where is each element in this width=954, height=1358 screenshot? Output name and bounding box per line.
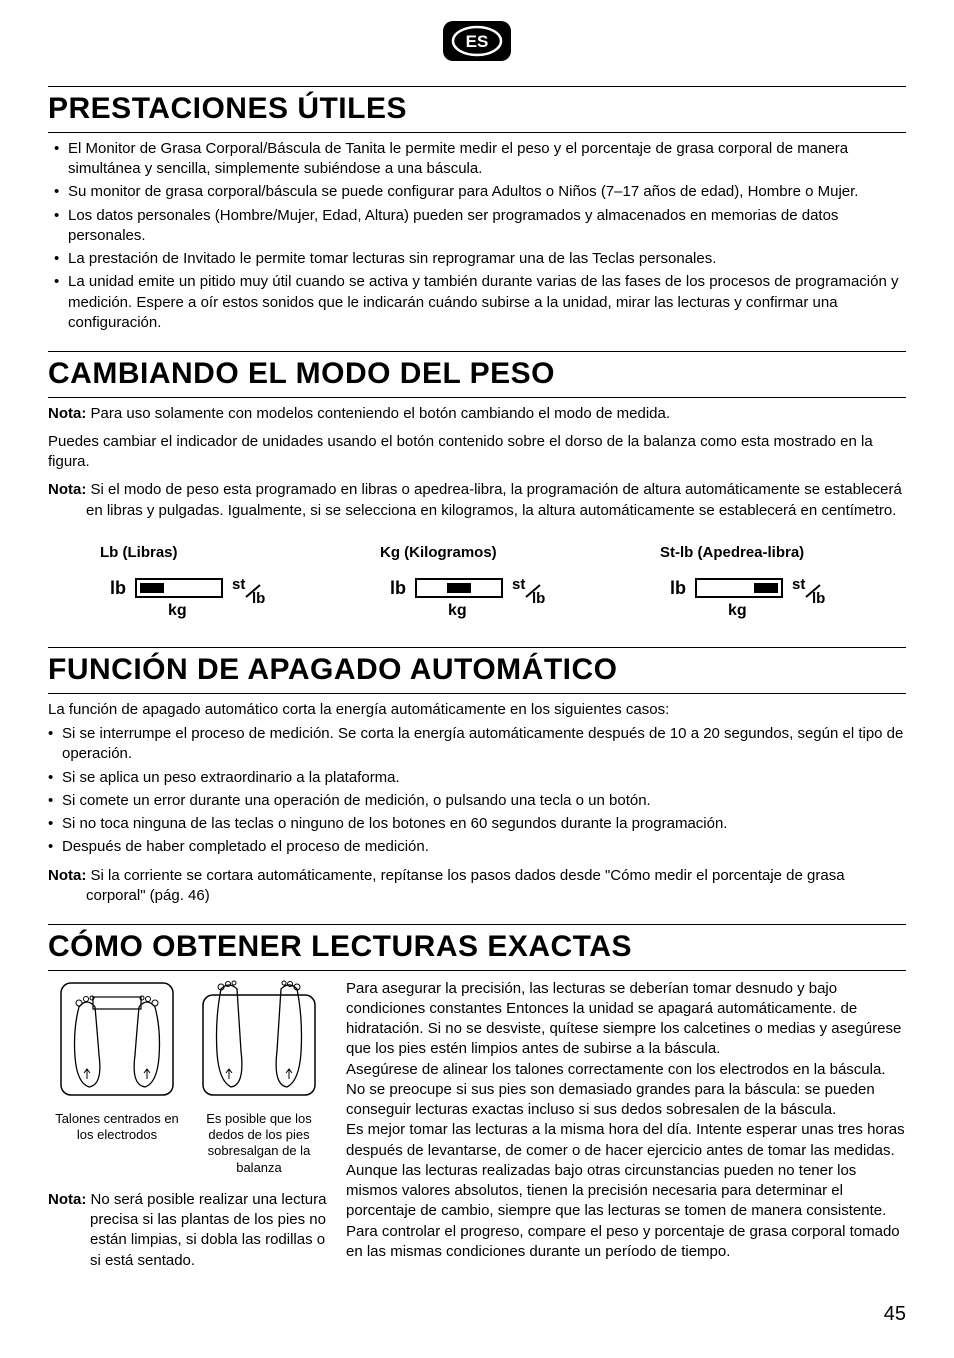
note-text: Si la corriente se cortara automáticamen…: [86, 867, 845, 904]
es-badge-icon: ES: [442, 20, 512, 62]
svg-text:st: st: [792, 576, 805, 593]
switch-label: Lb (Libras): [100, 543, 330, 563]
note-line: Nota: No será posible realizar una lectu…: [48, 1190, 328, 1271]
switch-diagram-lb: lb kg st lb: [100, 569, 280, 623]
foot-diagram-overhang: Es posible que los dedos de los pies sob…: [195, 979, 323, 1176]
readings-left-col: Talones centrados en los electrodos Es p…: [48, 979, 328, 1271]
switch-label: St-lb (Apedrea-libra): [660, 543, 890, 563]
note-text: No será posible realizar una lectura pre…: [86, 1191, 326, 1269]
svg-text:lb: lb: [390, 578, 406, 598]
foot-caption: Es posible que los dedos de los pies sob…: [195, 1111, 323, 1176]
list-item: Si comete un error durante una operación…: [48, 791, 906, 811]
svg-text:lb: lb: [812, 590, 825, 607]
note-line: Nota: Si la corriente se cortara automát…: [48, 866, 906, 907]
page-number: 45: [48, 1301, 906, 1328]
list-item: La prestación de Invitado le permite tom…: [54, 249, 906, 269]
language-badge: ES: [48, 20, 906, 68]
note-text: Si el modo de peso esta programado en li…: [86, 481, 902, 518]
note-line: Nota: Si el modo de peso esta programado…: [48, 480, 906, 521]
readings-layout: Talones centrados en los electrodos Es p…: [48, 979, 906, 1271]
svg-text:kg: kg: [168, 602, 187, 619]
switch-kg: Kg (Kilogramos) lb kg st lb: [380, 543, 610, 630]
heading-cambiando: CAMBIANDO EL MODO DEL PESO: [48, 351, 906, 398]
note-line: Nota: Para uso solamente con modelos con…: [48, 404, 906, 424]
svg-text:lb: lb: [252, 590, 265, 607]
para: Es mejor tomar las lecturas a la misma h…: [346, 1120, 906, 1262]
switch-lb: Lb (Libras) lb kg st lb: [100, 543, 330, 630]
feet-overhang-icon: [199, 979, 319, 1099]
heading-prestaciones: PRESTACIONES ÚTILES: [48, 86, 906, 133]
list-apagado: Si se interrumpe el proceso de medición.…: [48, 724, 906, 858]
list-prestaciones: El Monitor de Grasa Corporal/Báscula de …: [48, 139, 906, 333]
foot-caption: Talones centrados en los electrodos: [53, 1111, 181, 1144]
svg-text:st: st: [232, 576, 245, 593]
foot-diagram-centered: Talones centrados en los electrodos: [53, 979, 181, 1176]
note-label: Nota:: [48, 405, 86, 422]
heading-lecturas: CÓMO OBTENER LECTURAS EXACTAS: [48, 924, 906, 971]
list-item: Su monitor de grasa corporal/báscula se …: [54, 182, 906, 202]
list-item: La unidad emite un pitido muy útil cuand…: [54, 272, 906, 333]
note-label: Nota:: [48, 867, 86, 884]
svg-text:kg: kg: [728, 602, 747, 619]
note-label: Nota:: [48, 481, 86, 498]
svg-text:kg: kg: [448, 602, 467, 619]
list-item: Los datos personales (Hombre/Mujer, Edad…: [54, 206, 906, 247]
svg-text:lb: lb: [670, 578, 686, 598]
list-item: Si se interrumpe el proceso de medición.…: [48, 724, 906, 765]
switch-diagram-kg: lb kg st lb: [380, 569, 560, 623]
svg-text:st: st: [512, 576, 525, 593]
note-text: Para uso solamente con modelos contenien…: [86, 405, 670, 422]
para: Para asegurar la precisión, las lecturas…: [346, 979, 906, 1060]
switch-row: Lb (Libras) lb kg st lb Kg (Kilogramos) …: [48, 543, 906, 630]
para-intro-apagado: La función de apagado automático corta l…: [48, 700, 906, 720]
list-item: Si se aplica un peso extraordinario a la…: [48, 768, 906, 788]
list-item: Si no toca ninguna de las teclas o ningu…: [48, 814, 906, 834]
readings-right-col: Para asegurar la precisión, las lecturas…: [346, 979, 906, 1271]
para: Asegúrese de alinear los talones correct…: [346, 1060, 906, 1121]
note-label: Nota:: [48, 1191, 86, 1208]
heading-apagado: FUNCIÓN DE APAGADO AUTOMÁTICO: [48, 647, 906, 694]
svg-text:lb: lb: [532, 590, 545, 607]
feet-centered-icon: [57, 979, 177, 1099]
svg-text:ES: ES: [466, 32, 489, 51]
para-cambiar: Puedes cambiar el indicador de unidades …: [48, 432, 906, 473]
switch-stlb: St-lb (Apedrea-libra) lb kg st lb: [660, 543, 890, 630]
switch-diagram-stlb: lb kg st lb: [660, 569, 840, 623]
switch-label: Kg (Kilogramos): [380, 543, 610, 563]
svg-text:lb: lb: [110, 578, 126, 598]
list-item: Después de haber completado el proceso d…: [48, 837, 906, 857]
list-item: El Monitor de Grasa Corporal/Báscula de …: [54, 139, 906, 180]
